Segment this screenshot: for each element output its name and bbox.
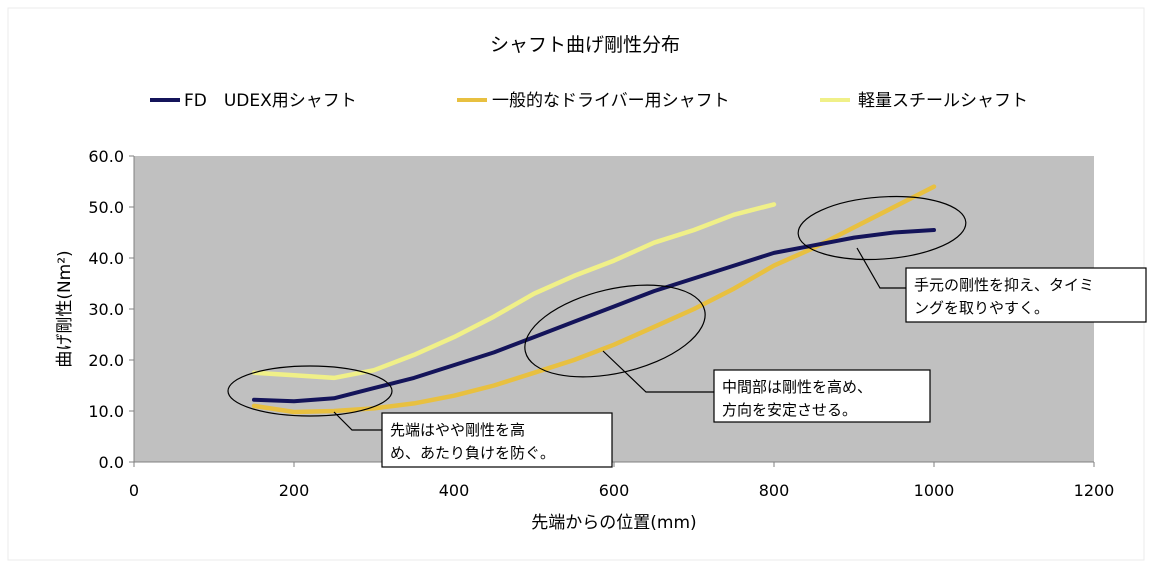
x-axis-title: 先端からの位置(mm) xyxy=(531,513,696,533)
x-tick-label: 0 xyxy=(129,481,139,500)
x-tick-label: 600 xyxy=(599,481,630,500)
annotation-box-tip: 先端はやや剛性を高 め、あたり負けを防ぐ。 xyxy=(381,412,613,468)
x-tick-label: 800 xyxy=(759,481,790,500)
series-line-0 xyxy=(252,228,936,404)
y-tick-label: 60.0 xyxy=(88,147,124,166)
annotation-connector-tip xyxy=(333,411,382,431)
legend-label-0: FD UDEX用シャフト xyxy=(184,91,357,111)
y-tick-label: 40.0 xyxy=(88,249,124,268)
annotation-box-middle: 中間部は剛性を高め、 方向を安定させる。 xyxy=(713,369,931,423)
legend-label-2: 軽量スチールシャフト xyxy=(858,91,1028,111)
legend: FD UDEX用シャフト 一般的なドライバー用シャフト 軽量スチールシャフト xyxy=(150,91,1028,111)
annotation-middle-line-1: 中間部は剛性を高め、 xyxy=(722,378,872,396)
annotation-butt-line-2: ングを取りやすく。 xyxy=(914,299,1049,317)
annotation-box-butt: 手元の剛性を抑え、タイミ ングを取りやすく。 xyxy=(905,267,1147,323)
x-tick-label: 1000 xyxy=(914,481,955,500)
annotation-connector-butt xyxy=(856,247,906,289)
y-tick-label: 20.0 xyxy=(88,351,124,370)
x-tick-group: 0 200 400 600 800 1000 1200 xyxy=(129,462,1114,500)
annotation-tip-line-2: め、あたり負けを防ぐ。 xyxy=(390,444,555,462)
y-tick-group: 0.0 10.0 20.0 30.0 40.0 50.0 60.0 xyxy=(88,147,134,472)
annotation-connector-middle xyxy=(602,350,714,393)
legend-label-1: 一般的なドライバー用シャフト xyxy=(492,91,730,111)
chart-title: シャフト曲げ剛性分布 xyxy=(490,34,680,56)
annotation-butt-line-1: 手元の剛性を抑え、タイミ xyxy=(914,276,1094,294)
x-tick-label: 400 xyxy=(439,481,470,500)
y-tick-label: 0.0 xyxy=(99,453,124,472)
y-tick-label: 30.0 xyxy=(88,300,124,319)
x-tick-label: 1200 xyxy=(1074,481,1115,500)
y-axis-title: 曲げ剛性(Nm²) xyxy=(55,250,75,367)
annotation-middle-line-2: 方向を安定させる。 xyxy=(722,401,857,419)
x-tick-label: 200 xyxy=(279,481,310,500)
series-line-2 xyxy=(251,202,777,381)
y-tick-label: 50.0 xyxy=(88,198,124,217)
annotation-tip-line-1: 先端はやや剛性を高 xyxy=(390,421,525,439)
annotation-ellipse-butt xyxy=(797,195,967,261)
annotation-ellipse-tip xyxy=(227,365,393,417)
y-tick-label: 10.0 xyxy=(88,402,124,421)
